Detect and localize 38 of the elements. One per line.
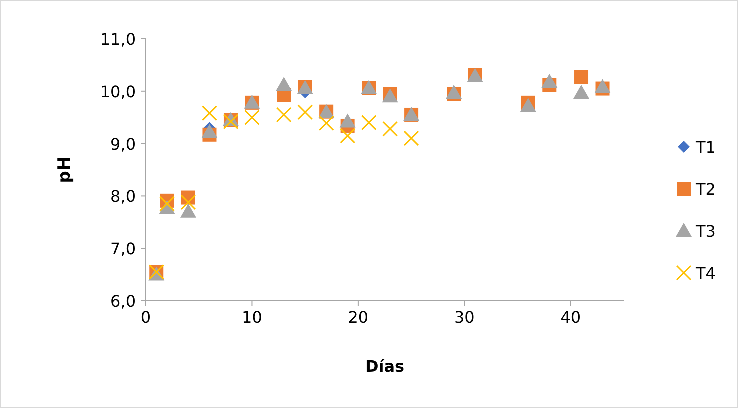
y-tick-label: 7,0 (110, 240, 136, 259)
legend-label: T4 (695, 264, 716, 283)
y-tick-label: 11,0 (100, 30, 136, 49)
point (382, 121, 398, 137)
y-tick-label: 6,0 (110, 292, 136, 311)
point (202, 124, 218, 138)
legend-label: T3 (695, 222, 716, 241)
point (520, 98, 536, 112)
point (180, 204, 196, 218)
y-tick-label: 8,0 (110, 187, 136, 206)
point (180, 194, 196, 210)
x-tick-label: 30 (454, 308, 475, 327)
point (276, 107, 292, 123)
point (244, 110, 260, 126)
x-tick-label: 40 (560, 308, 582, 327)
point (318, 116, 334, 132)
x-tick-label: 20 (348, 308, 369, 327)
x-tick-label: 0 (140, 308, 152, 327)
point (298, 104, 314, 120)
point (542, 74, 558, 88)
legend-label: T1 (695, 138, 716, 157)
point (574, 70, 589, 84)
point (202, 106, 218, 122)
y-axis-title: pH (55, 156, 75, 184)
point (446, 84, 462, 99)
point (159, 196, 175, 212)
point (340, 114, 356, 128)
y-tick-label: 10,0 (100, 82, 136, 102)
point (404, 130, 420, 146)
legend-label: T2 (695, 180, 716, 199)
point (594, 79, 611, 94)
x-axis-title: Días (365, 357, 405, 376)
x-tick-label: 10 (242, 308, 262, 327)
point (276, 77, 292, 92)
y-tick-label: 9,0 (110, 134, 136, 154)
point (361, 115, 377, 131)
point (340, 128, 356, 144)
point (574, 84, 590, 99)
